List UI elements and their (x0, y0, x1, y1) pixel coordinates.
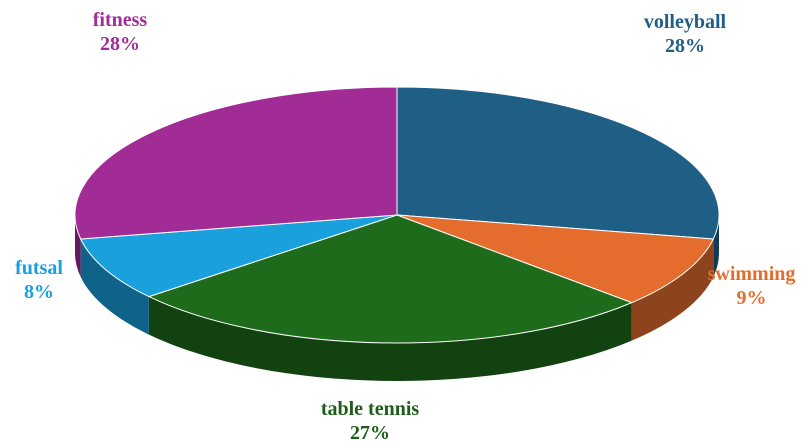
label-table-tennis-pct: 27% (350, 422, 390, 444)
pie-side-volleyball (713, 215, 719, 277)
label-swimming: swimming 9% (694, 262, 809, 310)
pie-slice-table-tennis (148, 214, 633, 344)
pie-side-swimming (631, 238, 714, 341)
label-futsal-pct: 8% (24, 281, 54, 303)
pie-slice-futsal (80, 214, 398, 298)
pie-side-table-tennis (148, 296, 632, 381)
label-volleyball-name: volleyball (643, 11, 727, 33)
label-swimming-name: swimming (707, 263, 796, 285)
label-fitness: fitness 28% (60, 8, 180, 56)
label-fitness-pct: 28% (100, 33, 140, 55)
pie-side-fitness (75, 215, 81, 277)
pie-slice-fitness (74, 86, 398, 240)
label-futsal: futsal 8% (0, 256, 78, 304)
label-table-tennis-name: table tennis (320, 398, 420, 420)
pie-slice-volleyball (396, 86, 720, 240)
pie-top-faces (74, 86, 720, 344)
label-fitness-name: fitness (92, 9, 148, 31)
label-futsal-name: futsal (15, 257, 63, 279)
label-swimming-pct: 9% (736, 287, 767, 309)
label-volleyball-pct: 28% (665, 35, 705, 57)
pie-slice-swimming (396, 214, 714, 304)
label-table-tennis: table tennis 27% (285, 397, 455, 445)
label-volleyball: volleyball 28% (615, 10, 755, 58)
